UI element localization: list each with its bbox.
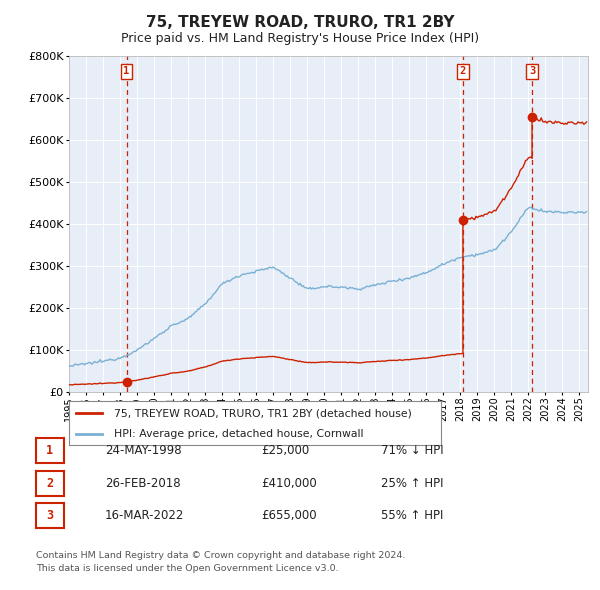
Text: HPI: Average price, detached house, Cornwall: HPI: Average price, detached house, Corn… <box>113 428 363 438</box>
Text: 75, TREYEW ROAD, TRURO, TR1 2BY (detached house): 75, TREYEW ROAD, TRURO, TR1 2BY (detache… <box>113 408 412 418</box>
Text: 71% ↓ HPI: 71% ↓ HPI <box>381 444 443 457</box>
Text: 2: 2 <box>46 477 53 490</box>
Text: 2: 2 <box>460 66 466 76</box>
Text: 55% ↑ HPI: 55% ↑ HPI <box>381 509 443 522</box>
Text: 24-MAY-1998: 24-MAY-1998 <box>105 444 182 457</box>
Text: £655,000: £655,000 <box>261 509 317 522</box>
Text: 25% ↑ HPI: 25% ↑ HPI <box>381 477 443 490</box>
Text: Price paid vs. HM Land Registry's House Price Index (HPI): Price paid vs. HM Land Registry's House … <box>121 32 479 45</box>
Text: 3: 3 <box>46 509 53 522</box>
Text: 26-FEB-2018: 26-FEB-2018 <box>105 477 181 490</box>
Text: 75, TREYEW ROAD, TRURO, TR1 2BY: 75, TREYEW ROAD, TRURO, TR1 2BY <box>146 15 454 30</box>
Text: Contains HM Land Registry data © Crown copyright and database right 2024.: Contains HM Land Registry data © Crown c… <box>36 552 406 560</box>
Text: 16-MAR-2022: 16-MAR-2022 <box>105 509 184 522</box>
Text: 1: 1 <box>124 66 130 76</box>
Text: £25,000: £25,000 <box>261 444 309 457</box>
Text: 3: 3 <box>529 66 535 76</box>
Text: This data is licensed under the Open Government Licence v3.0.: This data is licensed under the Open Gov… <box>36 565 338 573</box>
Text: 1: 1 <box>46 444 53 457</box>
Text: £410,000: £410,000 <box>261 477 317 490</box>
